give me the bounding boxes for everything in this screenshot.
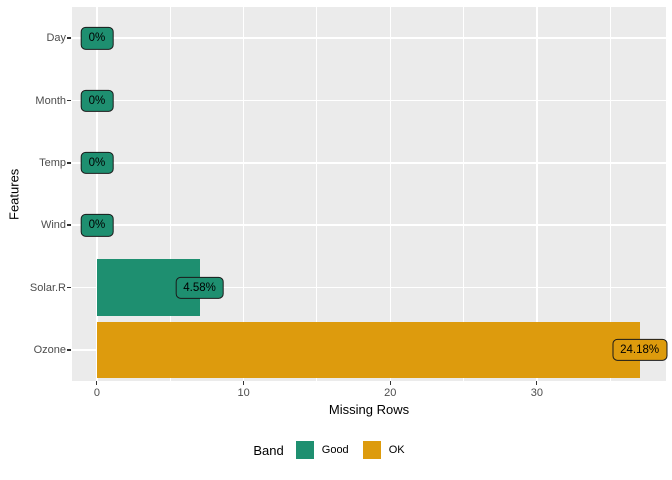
y-tick-label-solarr: Solar.R [29,281,66,294]
legend-swatch-ok [362,441,381,459]
y-tick-mark [67,99,71,102]
gridline-major [72,224,666,226]
legend-label-good: Good [321,444,349,456]
legend-item-ok: OK [362,441,405,459]
y-tick-mark [67,37,71,39]
y-tick-label-ozone: Ozone [33,343,66,356]
gridline-major [72,37,666,39]
x-tick-mark [96,381,98,385]
y-tick-mark [67,162,71,164]
y-tick-label-wind: Wind [40,219,66,232]
gridline-major [96,7,98,381]
bar-percent-label: 0% [80,213,114,237]
gridline-major [536,7,538,381]
bar-percent-label: 0% [80,151,114,175]
gridline-major [242,7,245,381]
bar-percent-label: 0% [80,26,114,50]
y-tick-mark [67,224,71,226]
x-tick-mark [536,381,538,385]
gridline-minor [316,7,318,381]
x-tick-label-20: 20 [384,387,397,399]
legend-swatch-good [295,441,314,459]
y-tick-mark [67,286,71,289]
y-tick-mark [67,349,71,351]
bar-percent-label: 4.58% [175,276,224,299]
legend-items: Good OK [295,441,419,459]
legend-label-ok: OK [388,444,405,456]
gridline-major [72,99,666,102]
gridline-major [72,162,666,164]
y-axis-title: Features [6,168,22,220]
legend-item-good: Good [295,441,349,459]
x-tick-mark [243,381,245,385]
y-tick-label-day: Day [46,32,66,45]
y-tick-label-temp: Temp [39,156,66,169]
x-tick-label-30: 30 [530,387,544,399]
x-axis-title: Missing Rows [328,402,410,417]
gridline-minor [169,7,171,381]
legend: Band Good OK [0,438,672,462]
gridline-major [389,7,392,381]
x-tick-label-10: 10 [237,387,250,399]
x-tick-label-0: 0 [93,387,100,399]
bar-percent-label: 0% [80,89,114,112]
bar-percent-label: 24.18% [612,338,668,362]
gridline-major [72,286,666,289]
bar-ozone [96,321,640,378]
x-tick-mark [389,381,391,385]
plot-panel: 0% 0% 0% 0% 4.58% 24.18% [72,7,668,381]
y-tick-label-month: Month [35,94,66,107]
gridline-minor [609,7,611,381]
gridline-minor [463,7,465,381]
legend-title: Band [253,442,284,458]
